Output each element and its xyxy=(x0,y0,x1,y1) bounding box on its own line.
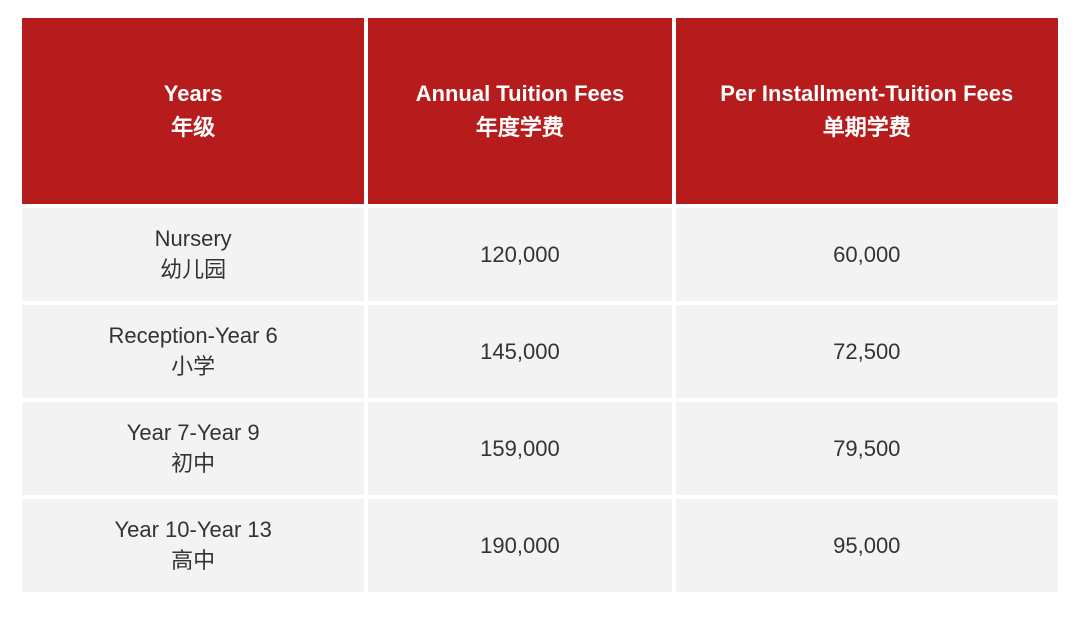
years-zh: 幼儿园 xyxy=(155,255,232,286)
cell-installment: 95,000 xyxy=(676,499,1058,592)
column-header-years: Years 年级 xyxy=(22,18,364,204)
table-body: Nursery 幼儿园 120,000 60,000 Reception-Yea… xyxy=(22,208,1058,592)
header-en: Years xyxy=(164,77,223,111)
years-zh: 初中 xyxy=(127,449,260,480)
cell-installment: 60,000 xyxy=(676,208,1058,301)
cell-installment: 79,500 xyxy=(676,402,1058,495)
header-en: Annual Tuition Fees xyxy=(416,77,625,111)
header-zh: 年级 xyxy=(164,111,223,145)
cell-years: Reception-Year 6 小学 xyxy=(22,305,364,398)
cell-annual: 190,000 xyxy=(368,499,671,592)
years-zh: 小学 xyxy=(109,352,278,383)
cell-years: Year 10-Year 13 高中 xyxy=(22,499,364,592)
header-en: Per Installment-Tuition Fees xyxy=(720,77,1013,111)
years-en: Year 7-Year 9 xyxy=(127,418,260,449)
header-zh: 年度学费 xyxy=(416,111,625,145)
table-row: Year 7-Year 9 初中 159,000 79,500 xyxy=(22,402,1058,495)
column-header-annual: Annual Tuition Fees 年度学费 xyxy=(368,18,671,204)
years-en: Year 10-Year 13 xyxy=(114,515,271,546)
cell-years: Nursery 幼儿园 xyxy=(22,208,364,301)
table-header-row: Years 年级 Annual Tuition Fees 年度学费 Per In… xyxy=(22,18,1058,204)
cell-years: Year 7-Year 9 初中 xyxy=(22,402,364,495)
column-header-installment: Per Installment-Tuition Fees 单期学费 xyxy=(676,18,1058,204)
years-zh: 高中 xyxy=(114,546,271,577)
years-en: Reception-Year 6 xyxy=(109,321,278,352)
cell-annual: 159,000 xyxy=(368,402,671,495)
table-row: Year 10-Year 13 高中 190,000 95,000 xyxy=(22,499,1058,592)
tuition-table: Years 年级 Annual Tuition Fees 年度学费 Per In… xyxy=(18,14,1062,596)
cell-installment: 72,500 xyxy=(676,305,1058,398)
years-en: Nursery xyxy=(155,224,232,255)
table-row: Nursery 幼儿园 120,000 60,000 xyxy=(22,208,1058,301)
cell-annual: 120,000 xyxy=(368,208,671,301)
cell-annual: 145,000 xyxy=(368,305,671,398)
header-zh: 单期学费 xyxy=(720,111,1013,145)
table-row: Reception-Year 6 小学 145,000 72,500 xyxy=(22,305,1058,398)
